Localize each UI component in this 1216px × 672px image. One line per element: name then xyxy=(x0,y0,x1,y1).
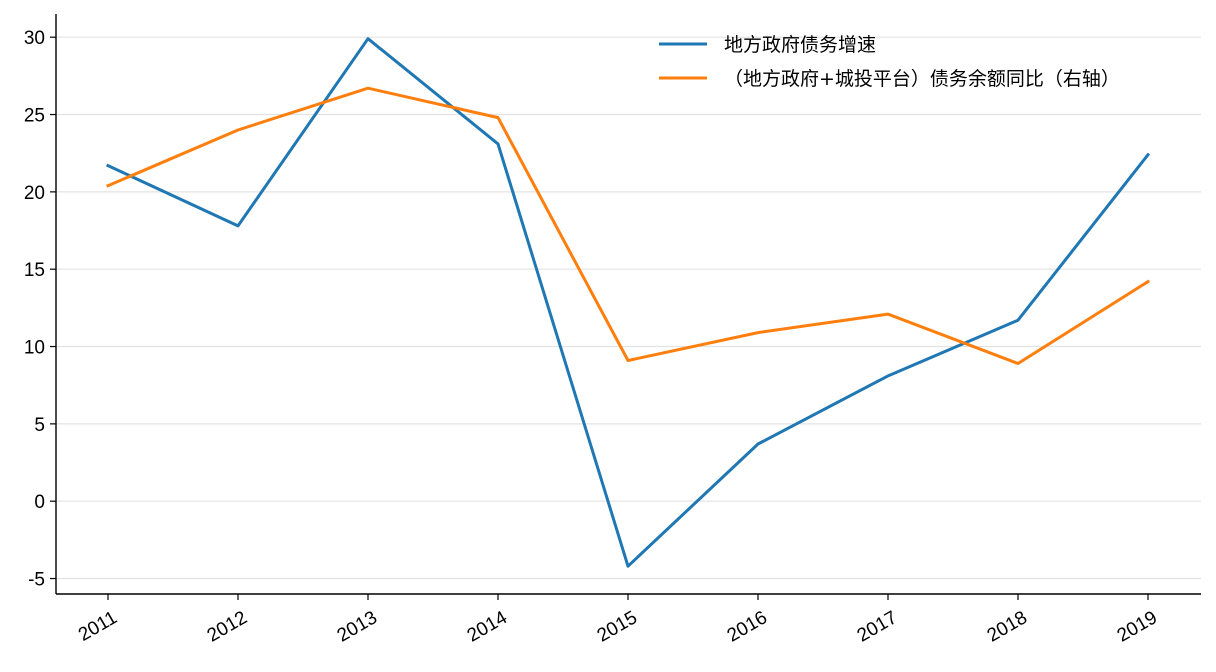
series-line-1 xyxy=(106,37,1151,568)
x-ticks: 2011 2012 2013 2014 2015 2016 2017 2018 2019 xyxy=(75,594,1161,647)
y-tick-label: 30 xyxy=(24,28,45,49)
legend: 地方政府债务增速 （地方政府+城投平台）债务余额同比（右轴） xyxy=(659,34,1120,90)
legend-label-2: （地方政府+城投平台）债务余额同比（右轴） xyxy=(724,68,1120,90)
y-tick-label: -5 xyxy=(28,570,45,591)
y-tick-label: 25 xyxy=(24,106,45,127)
x-tick-label: 2013 xyxy=(334,607,381,646)
x-tick-label: 2016 xyxy=(724,607,771,646)
y-tick-label: 5 xyxy=(34,415,45,436)
x-tick-label: 2019 xyxy=(1114,607,1161,646)
y-tick-label: 20 xyxy=(24,183,45,204)
y-ticks: -5 0 5 10 15 20 25 30 xyxy=(24,28,56,591)
y-tick-label: 10 xyxy=(24,338,45,359)
y-tick-label: 0 xyxy=(34,492,45,513)
x-tick-label: 2017 xyxy=(854,607,901,646)
gridlines xyxy=(56,36,1201,580)
x-tick-label: 2015 xyxy=(594,607,641,646)
y-tick-label: 15 xyxy=(24,260,45,281)
series-line-2 xyxy=(106,86,1151,365)
x-tick-label: 2014 xyxy=(464,607,511,647)
x-tick-label: 2012 xyxy=(204,607,251,646)
legend-label-1: 地方政府债务增速 xyxy=(724,34,876,56)
x-tick-label: 2018 xyxy=(984,607,1031,646)
series-lines xyxy=(106,37,1151,568)
x-tick-label: 2011 xyxy=(75,607,121,646)
